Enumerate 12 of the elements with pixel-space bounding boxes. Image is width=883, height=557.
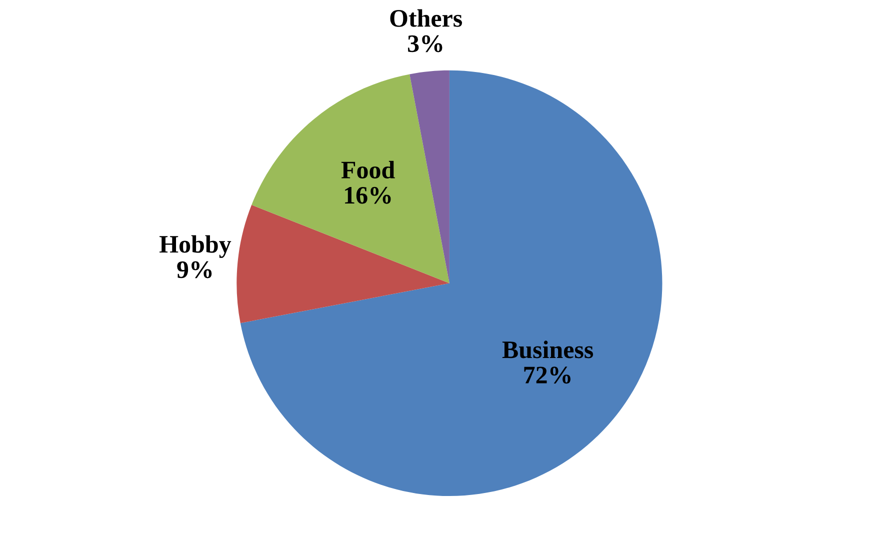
pie-slice bbox=[410, 70, 450, 284]
slice-label: Business bbox=[502, 340, 594, 358]
data-label: 3% bbox=[408, 35, 442, 52]
slice-label: Hobby bbox=[160, 235, 232, 258]
slice-label: Others bbox=[390, 9, 462, 27]
data-label: 72% bbox=[524, 366, 570, 384]
pie-slice bbox=[240, 70, 662, 496]
data-label: 16% bbox=[345, 186, 391, 204]
slice-label: Food bbox=[341, 160, 395, 178]
pie-slice bbox=[236, 204, 450, 324]
data-label: 9% bbox=[177, 261, 212, 278]
pie-slice bbox=[252, 74, 450, 284]
